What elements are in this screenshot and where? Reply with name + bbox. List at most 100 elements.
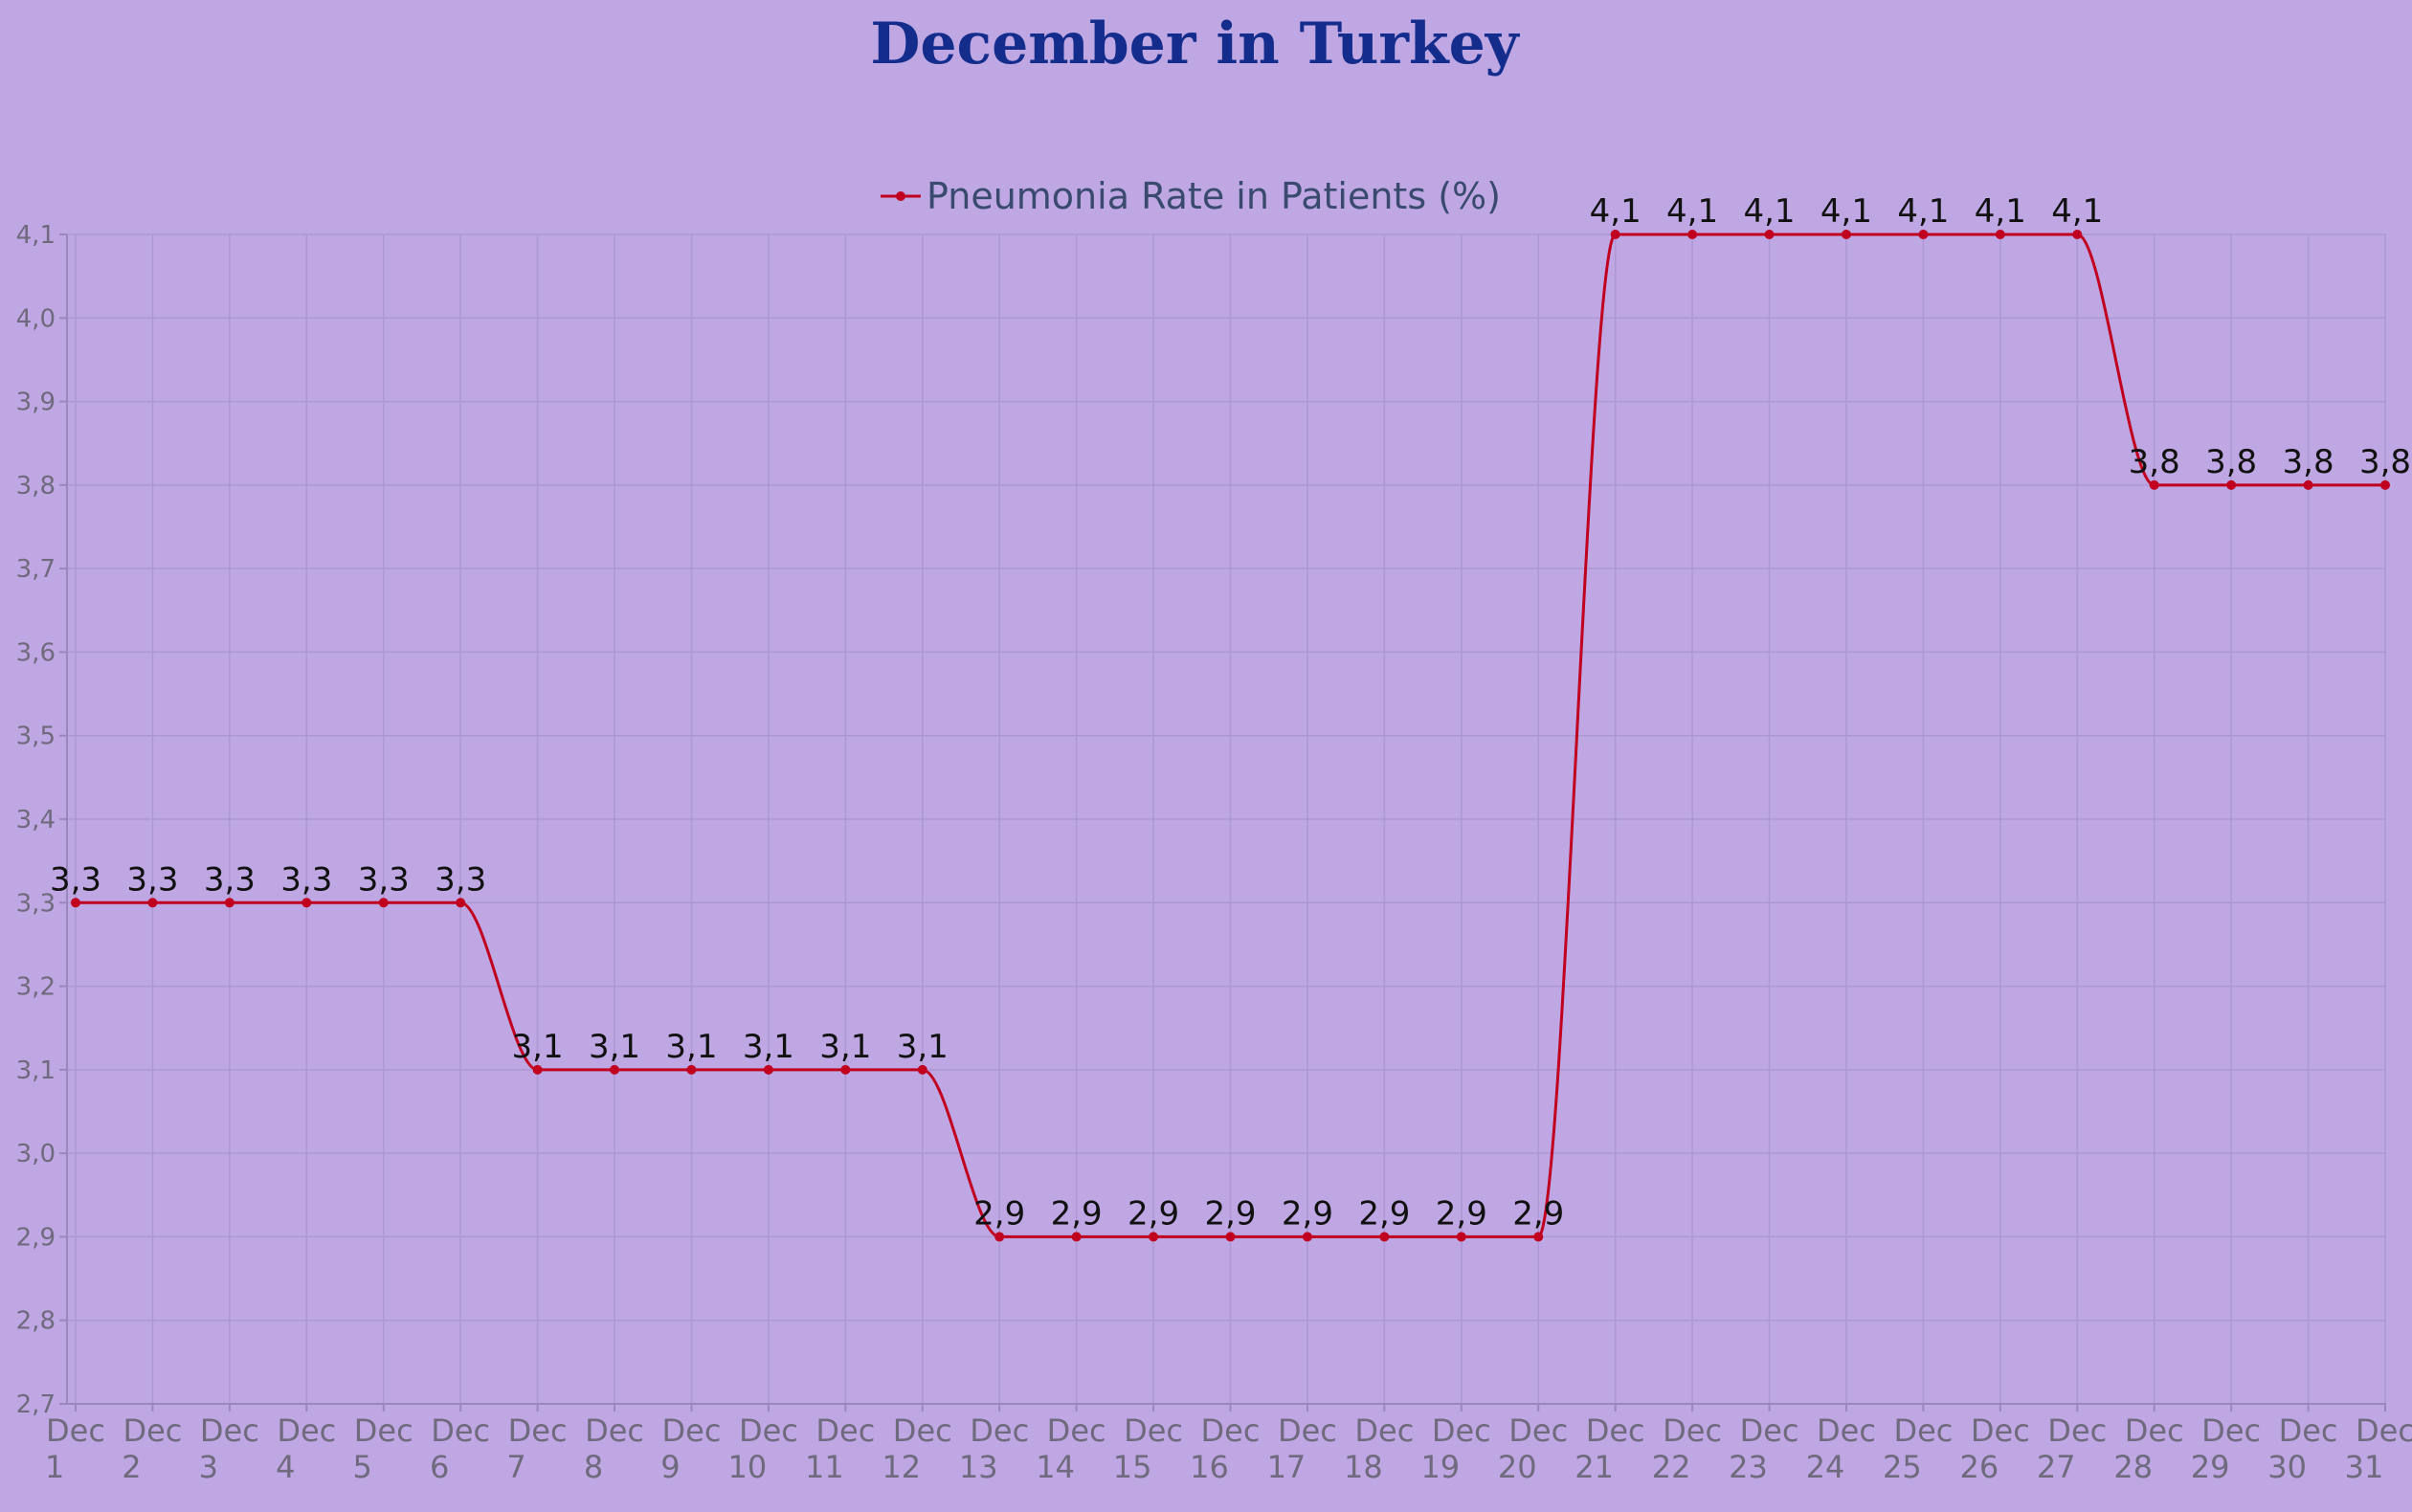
x-tick-label-day: 26 [1959,1449,1999,1485]
data-point[interactable] [2303,479,2313,490]
y-tick-label: 4,1 [16,221,56,250]
data-point[interactable] [1149,1232,1159,1242]
x-tick-label-day: 2 [122,1449,141,1485]
data-point[interactable] [1841,230,1851,239]
x-tick-label: Dec [1278,1412,1337,1449]
x-tick-label-day: 18 [1344,1449,1383,1485]
y-tick-label: 3,8 [16,472,56,500]
x-tick-label: Dec [123,1412,182,1449]
data-point[interactable] [456,898,466,908]
x-tick-label: Dec [2356,1412,2412,1449]
x-tick-label: Dec [1740,1412,1799,1449]
x-tick-label: Dec [277,1412,336,1449]
data-point[interactable] [224,898,234,908]
data-point[interactable] [1764,230,1775,239]
data-point[interactable] [1610,230,1620,239]
x-tick-label-day: 10 [728,1449,768,1485]
legend-marker [896,191,905,201]
data-point[interactable] [378,898,389,908]
data-point[interactable] [1995,230,2005,239]
data-point[interactable] [1456,1232,1466,1242]
data-label: 3,1 [897,1028,949,1066]
data-label: 4,1 [1743,192,1795,231]
x-tick-label: Dec [1354,1412,1414,1449]
legend[interactable]: Pneumonia Rate in Patients (%) [881,175,1501,217]
x-tick-label-day: 21 [1574,1449,1614,1485]
x-tick-label: Dec [662,1412,722,1449]
data-label: 3,3 [280,860,332,899]
x-tick-label: Dec [815,1412,875,1449]
x-tick-label-day: 25 [1883,1449,1922,1485]
data-point[interactable] [1379,1232,1390,1242]
data-label: 3,3 [204,860,256,899]
y-tick-label: 3,6 [16,638,56,667]
x-tick-label: Dec [893,1412,952,1449]
data-point[interactable] [302,898,312,908]
x-tick-label-day: 17 [1267,1449,1306,1485]
x-tick-label-day: 4 [276,1449,295,1485]
data-point[interactable] [2072,230,2083,239]
x-tick-label: Dec [1432,1412,1491,1449]
data-label: 4,1 [2051,192,2103,231]
data-point[interactable] [2380,479,2390,490]
x-tick-label: Dec [1663,1412,1722,1449]
chart-title: December in Turkey [870,11,1520,78]
data-label: 3,8 [2129,443,2180,481]
data-point[interactable] [2149,479,2159,490]
x-tick-label: Dec [585,1412,644,1449]
y-tick-label: 3,3 [16,889,56,918]
data-point[interactable] [147,898,158,908]
x-tick-label-day: 15 [1113,1449,1152,1485]
data-point[interactable] [71,898,80,908]
data-label: 3,1 [743,1028,794,1066]
y-tick-label: 2,8 [16,1307,56,1336]
data-point[interactable] [763,1064,773,1075]
data-label: 3,8 [2359,443,2411,481]
data-point[interactable] [1533,1232,1544,1242]
data-label: 2,9 [1204,1194,1256,1233]
x-tick-label: Dec [1893,1412,1953,1449]
x-tick-label-day: 7 [506,1449,525,1485]
x-tick-label: Dec [354,1412,413,1449]
x-tick-label-day: 31 [2345,1449,2384,1485]
data-point[interactable] [2226,479,2237,490]
data-point[interactable] [1918,230,1929,239]
data-label: 3,1 [819,1028,871,1066]
data-label: 4,1 [1975,192,2026,231]
data-point[interactable] [917,1064,927,1075]
data-point[interactable] [1071,1232,1082,1242]
x-tick-label: Dec [1201,1412,1261,1449]
data-label: 3,3 [50,860,101,899]
data-label: 2,9 [1282,1194,1333,1233]
x-tick-label: Dec [200,1412,259,1449]
data-label: 3,1 [665,1028,717,1066]
y-tick-label: 3,4 [16,806,56,834]
x-tick-label: Dec [1047,1412,1106,1449]
x-tick-label-day: 1 [45,1449,64,1485]
data-point[interactable] [840,1064,851,1075]
x-tick-label: Dec [970,1412,1029,1449]
data-point[interactable] [1302,1232,1312,1242]
data-label: 2,9 [973,1194,1025,1233]
data-point[interactable] [686,1064,697,1075]
x-tick-label-day: 5 [353,1449,372,1485]
data-point[interactable] [994,1232,1005,1242]
legend-label: Pneumonia Rate in Patients (%) [927,175,1501,217]
x-tick-label-day: 20 [1498,1449,1537,1485]
x-tick-label-day: 23 [1729,1449,1768,1485]
grid [67,233,2386,1405]
data-point[interactable] [1687,230,1698,239]
x-tick-label: Dec [508,1412,568,1449]
x-tick-label: Dec [46,1412,105,1449]
x-tick-label: Dec [1124,1412,1183,1449]
data-label: 4,1 [1897,192,1949,231]
data-point[interactable] [610,1064,620,1075]
data-label: 3,3 [358,860,410,899]
data-label: 3,1 [589,1028,640,1066]
data-label: 3,3 [126,860,178,899]
data-point[interactable] [1225,1232,1236,1242]
data-point[interactable] [532,1064,543,1075]
y-tick-label: 3,5 [16,723,56,751]
data-label: 4,1 [1820,192,1872,231]
data-labels: 3,3 3,3 3,3 3,3 3,3 3,3 3,1 3,1 3,1 3,1 3,1 3,1 2,9 2… [50,192,2411,1233]
